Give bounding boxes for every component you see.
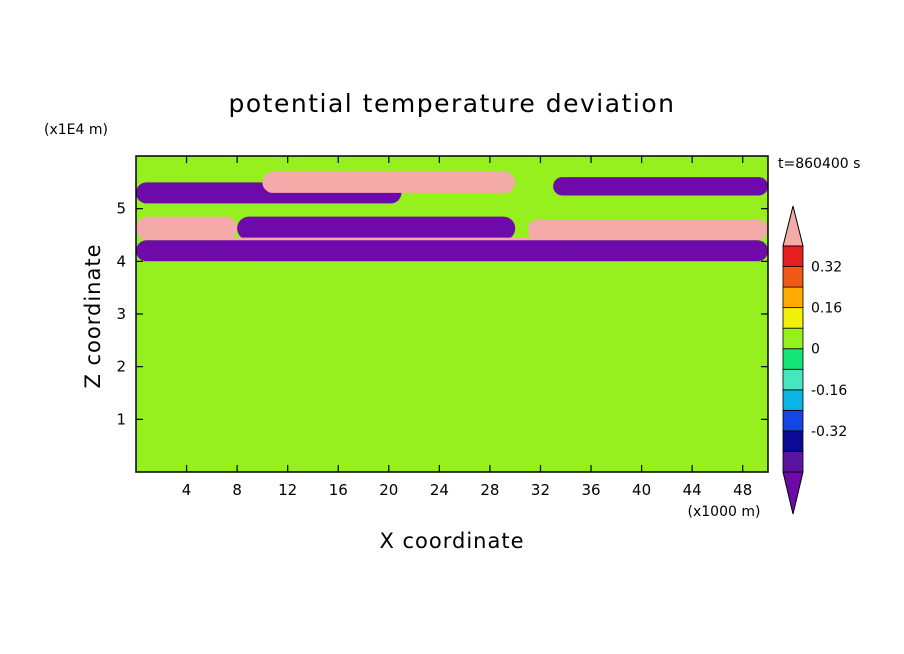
- colorbar-swatch: [782, 286, 804, 309]
- x-unit-label: (x1000 m): [688, 504, 761, 520]
- x-tick-label: 8: [232, 481, 242, 499]
- field-region: [136, 429, 768, 472]
- x-tick-label: 20: [379, 481, 398, 499]
- x-tick-label: 12: [278, 481, 297, 499]
- y-tick-label: 3: [116, 305, 126, 323]
- y-tick-label: 4: [116, 252, 126, 270]
- y-axis: 1 2 3 4 5: [116, 200, 768, 428]
- colorbar-label: 0.16: [811, 301, 842, 317]
- colorbar-over-triangle: [782, 205, 804, 247]
- x-tick-label: 40: [632, 481, 651, 499]
- field-region: [136, 240, 768, 262]
- x-tick-label: 16: [329, 481, 348, 499]
- colorbar-swatch: [782, 451, 804, 473]
- field-region: [136, 216, 238, 241]
- colorbar: -0.32 -0.16 0 0.16 0.32: [782, 205, 847, 515]
- colorbar-swatch: [782, 348, 804, 370]
- colorbar-under-triangle: [782, 471, 804, 515]
- x-tick-label: 48: [733, 481, 752, 499]
- x-axis-label: X coordinate: [379, 529, 524, 553]
- x-tick-label: 32: [531, 481, 550, 499]
- chart-title: potential temperature deviation: [229, 89, 676, 118]
- x-tick-label: 24: [430, 481, 449, 499]
- y-tick-label: 2: [116, 358, 126, 376]
- colorbar-label: -0.32: [811, 424, 847, 440]
- colorbar-swatch: [782, 245, 804, 267]
- x-tick-label: 4: [182, 481, 192, 499]
- y-axis-label: Z coordinate: [81, 243, 105, 388]
- colorbar-label: 0: [811, 342, 820, 358]
- x-axis: 4 8 12 16 20 24 28 32 36 40 44 48: [182, 156, 752, 499]
- field-region: [262, 171, 516, 193]
- colorbar-swatch: [782, 307, 804, 329]
- colorbar-swatch: [782, 389, 804, 411]
- colorbar-swatch: [782, 430, 804, 452]
- colorbar-label: 0.32: [811, 260, 842, 276]
- colorbar-swatch: [782, 368, 804, 391]
- y-unit-label: (x1E4 m): [44, 122, 108, 138]
- x-tick-label: 28: [480, 481, 499, 499]
- field-region: [136, 261, 768, 420]
- colorbar-label: -0.16: [811, 383, 847, 399]
- colorbar-swatch: [782, 409, 804, 432]
- y-tick-label: 5: [116, 200, 126, 218]
- x-tick-label: 44: [683, 481, 702, 499]
- y-tick-label: 1: [116, 410, 126, 428]
- colorbar-swatch: [782, 327, 804, 350]
- field-region: [527, 219, 768, 241]
- contour-field: [136, 156, 768, 472]
- colorbar-swatch: [782, 266, 804, 288]
- field-region: [237, 216, 516, 241]
- x-tick-label: 36: [581, 481, 600, 499]
- field-region: [553, 177, 768, 196]
- time-label: t=860400 s: [778, 156, 860, 172]
